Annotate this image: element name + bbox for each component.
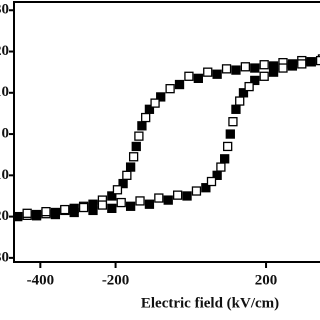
marker [231,104,241,114]
marker [191,186,202,196]
y-tick-label: 10 [0,84,9,100]
x-tick-label: -200 [102,272,130,288]
y-tick-label: 30 [0,2,9,18]
marker [182,191,192,201]
marker [128,152,139,162]
marker [150,98,160,108]
marker [306,57,316,67]
marker [203,67,213,77]
marker [315,55,320,66]
marker [278,63,288,73]
marker [193,73,203,83]
marker [144,199,155,209]
marker [69,207,79,218]
marker [212,69,222,79]
marker [134,131,144,141]
marker [287,61,298,71]
marker [174,79,185,90]
marker [216,162,226,172]
marker [107,203,117,213]
marker [206,176,217,187]
x-axis-label: Electric field (kV/cm) [141,295,279,311]
marker [13,211,23,222]
marker [31,211,42,221]
marker [156,92,166,102]
marker [268,67,279,77]
marker [240,62,251,72]
marker [107,191,117,201]
x-tick-label: -400 [27,272,55,288]
marker [297,59,307,69]
marker [231,65,241,75]
marker [225,129,235,139]
marker [244,81,254,92]
marker [201,183,211,193]
marker [78,202,89,213]
marker [184,71,194,81]
marker [259,71,269,81]
marker [125,162,136,172]
marker [60,204,70,215]
y-tick-label: 20 [0,43,9,59]
y-tick-label: -30 [0,249,9,265]
marker [141,112,151,123]
marker [88,205,98,216]
plot-frame [13,1,320,263]
marker [50,209,61,220]
marker [116,197,126,208]
marker [137,121,147,131]
marker [250,75,260,86]
marker [165,84,175,94]
marker [122,170,132,180]
marker [172,190,183,200]
marker [112,185,123,195]
marker [125,201,136,211]
marker [135,196,145,206]
marker [223,141,233,152]
marker [235,96,245,106]
marker [131,141,141,152]
marker [220,154,230,164]
x-tick-label: 200 [255,272,278,288]
marker [163,195,173,205]
marker [259,60,269,70]
marker [22,208,32,218]
marker [221,64,232,74]
y-tick-label: 0 [2,126,10,142]
marker [228,117,238,127]
marker [41,207,51,217]
marker [97,200,108,210]
marker [154,193,164,203]
marker [250,63,260,73]
y-tick-label: -10 [0,167,9,183]
y-tick-label: -20 [0,208,9,224]
